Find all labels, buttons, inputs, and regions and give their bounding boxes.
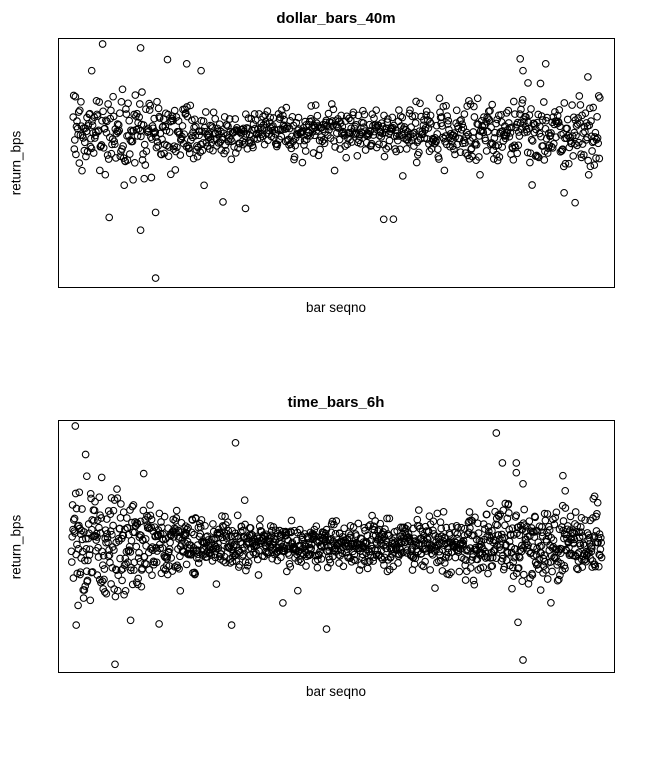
scatter-points-layer <box>69 40 604 282</box>
chart-title: time_bars_6h <box>287 394 385 411</box>
scatter-points-layer <box>67 422 606 669</box>
y-axis-label: return_bps <box>8 130 24 196</box>
x-axis-label: bar seqno <box>305 684 367 699</box>
y-axis-label: return_bps <box>8 514 24 580</box>
x-axis-label: bar seqno <box>305 300 367 315</box>
chart-title: dollar_bars_40m <box>276 10 396 27</box>
plot-area-frame <box>58 420 615 673</box>
plot-area-frame <box>58 38 615 288</box>
